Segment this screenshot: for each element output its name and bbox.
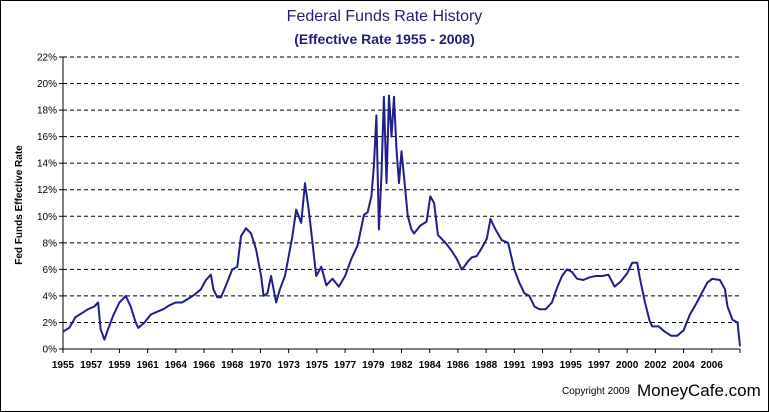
x-tick-label: 1957 [80,360,103,371]
x-tick-label: 1968 [221,360,244,371]
x-tick-label: 1973 [278,360,301,371]
y-tick-label: 20% [37,79,57,90]
y-tick-label: 16% [37,132,57,143]
series-line [62,94,741,347]
x-tick-label: 1955 [52,360,75,371]
x-tick-label: 1966 [193,360,216,371]
x-tick-label: 1997 [588,360,611,371]
x-tick-label: 2006 [701,360,724,371]
x-tick-label: 1993 [531,360,554,371]
y-tick-label: 10% [37,212,57,223]
x-tick-label: 1982 [390,360,413,371]
x-tick-label: 1979 [362,360,385,371]
x-tick-label: 1959 [108,360,131,371]
y-tick-label: 8% [43,238,58,249]
y-tick-label: 18% [37,106,57,117]
x-tick-label: 1964 [165,360,188,371]
x-tick-label: 1970 [249,360,272,371]
y-tick-label: 0% [43,345,58,356]
y-tick-label: 2% [43,318,58,329]
brand-name: MoneyCafe.com [637,381,761,400]
y-tick-label: 4% [43,291,58,302]
y-tick-label: 14% [37,159,57,170]
x-tick-label: 1988 [475,360,498,371]
x-tick-label: 1984 [419,360,442,371]
x-tick-label: 1991 [503,360,526,371]
x-tick-label: 1975 [306,360,329,371]
y-tick-label: 22% [37,53,57,64]
copyright-text: Copyright 2009 [562,386,630,397]
x-tick-label: 2000 [616,360,639,371]
chart-title: Federal Funds Rate History [286,8,483,25]
x-tick-label: 1961 [137,360,160,371]
y-tick-label: 12% [37,185,57,196]
x-tick-label: 1986 [447,360,470,371]
chart-subtitle: (Effective Rate 1955 - 2008) [294,31,475,47]
x-tick-label: 1995 [560,360,583,371]
x-tick-label: 2002 [644,360,667,371]
x-tick-label: 1977 [334,360,357,371]
x-tick-label: 2004 [672,360,695,371]
y-tick-label: 6% [43,265,58,276]
